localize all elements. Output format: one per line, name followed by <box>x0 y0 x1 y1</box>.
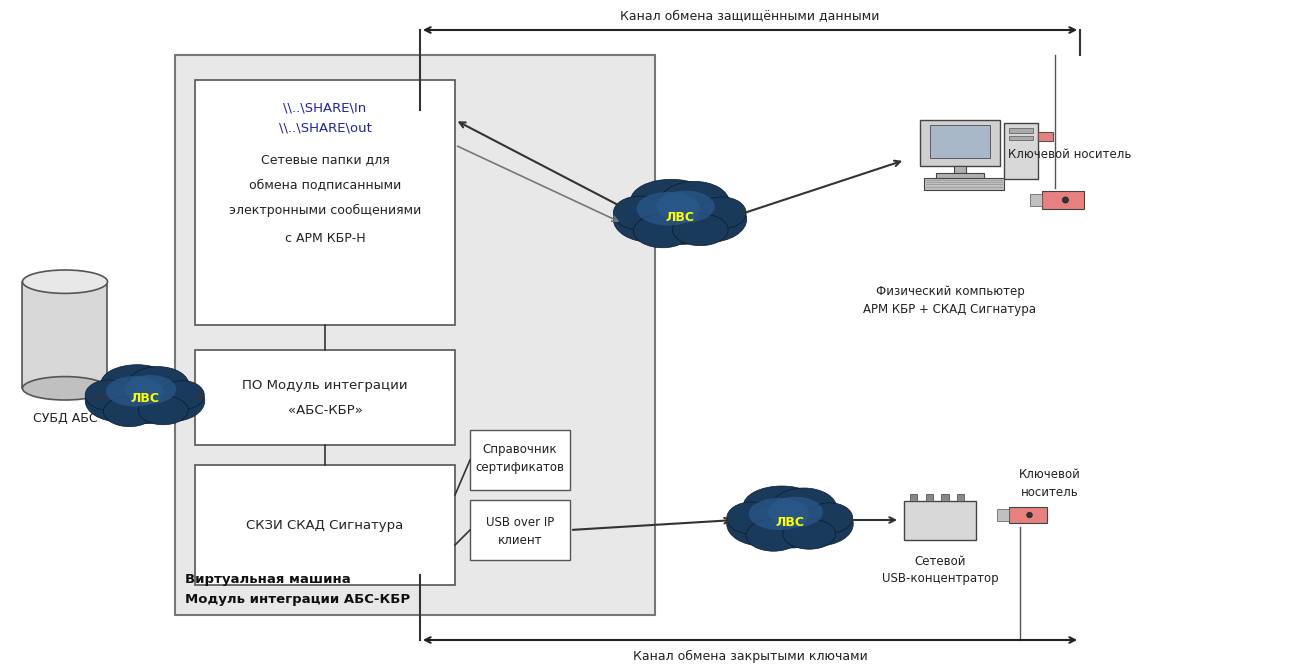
Text: обмена подписанными: обмена подписанными <box>249 179 401 192</box>
Ellipse shape <box>22 270 107 294</box>
Text: Модуль интеграции АБС-КБР: Модуль интеграции АБС-КБР <box>185 593 410 607</box>
Bar <box>955 165 965 173</box>
Bar <box>926 494 932 501</box>
Bar <box>930 124 990 159</box>
Bar <box>1004 123 1037 179</box>
Ellipse shape <box>614 196 666 230</box>
Text: USB over IP: USB over IP <box>486 515 554 528</box>
Bar <box>910 494 917 501</box>
Bar <box>904 501 976 540</box>
Ellipse shape <box>697 197 746 229</box>
Text: Ключевой: Ключевой <box>1019 468 1081 482</box>
Ellipse shape <box>101 365 174 403</box>
Text: ЛВС: ЛВС <box>776 515 804 528</box>
Ellipse shape <box>782 502 853 546</box>
Bar <box>175 55 656 615</box>
Bar <box>1008 507 1046 523</box>
Text: носитель: носитель <box>1021 487 1079 499</box>
Text: ЛВС: ЛВС <box>131 392 159 405</box>
Bar <box>195 465 454 585</box>
Text: СКЗИ СКАД Сигнатура: СКЗИ СКАД Сигнатура <box>247 519 404 532</box>
Bar <box>925 178 1004 190</box>
Ellipse shape <box>1027 512 1032 518</box>
Bar <box>195 350 454 445</box>
Bar <box>998 509 1008 521</box>
Text: Сетевые папки для: Сетевые папки для <box>261 153 389 167</box>
Ellipse shape <box>1062 197 1068 203</box>
Ellipse shape <box>673 214 729 246</box>
Bar <box>1037 132 1053 141</box>
Text: \\..\SHARE\out: \\..\SHARE\out <box>278 122 371 134</box>
Bar <box>942 494 948 501</box>
Bar <box>919 120 1000 165</box>
Bar <box>470 500 569 560</box>
Ellipse shape <box>636 192 700 226</box>
Text: Виртуальная машина: Виртуальная машина <box>185 573 351 587</box>
Ellipse shape <box>748 498 810 530</box>
Ellipse shape <box>127 367 189 405</box>
Ellipse shape <box>124 375 176 404</box>
Ellipse shape <box>137 380 205 422</box>
Ellipse shape <box>85 380 132 411</box>
Ellipse shape <box>746 519 801 551</box>
Ellipse shape <box>628 185 733 245</box>
Ellipse shape <box>743 486 820 526</box>
Ellipse shape <box>807 503 853 533</box>
Ellipse shape <box>771 488 837 528</box>
Ellipse shape <box>614 196 688 243</box>
Ellipse shape <box>633 214 692 248</box>
Text: Физический компьютер: Физический компьютер <box>875 285 1024 298</box>
Ellipse shape <box>726 502 776 534</box>
Text: с АРМ КБР-Н: с АРМ КБР-Н <box>285 231 366 245</box>
Text: клиент: клиент <box>498 534 542 546</box>
Text: ПО Модуль интеграции: ПО Модуль интеграции <box>242 378 407 392</box>
Bar <box>195 80 454 325</box>
Ellipse shape <box>103 396 155 427</box>
Bar <box>1010 136 1033 140</box>
Bar <box>957 494 964 501</box>
Text: Канал обмена защищёнными данными: Канал обмена защищёнными данными <box>620 9 880 22</box>
Bar <box>936 173 983 179</box>
Text: электронными сообщениями: электронными сообщениями <box>229 204 421 216</box>
Text: СУБД АБС: СУБД АБС <box>33 411 98 425</box>
Text: Канал обмена закрытыми ключами: Канал обмена закрытыми ключами <box>632 650 867 663</box>
Bar <box>1010 128 1033 133</box>
Ellipse shape <box>85 380 153 422</box>
Text: \\..\SHARE\In: \\..\SHARE\In <box>283 101 367 114</box>
Ellipse shape <box>657 191 714 222</box>
Ellipse shape <box>782 519 836 549</box>
Text: Справочник: Справочник <box>483 444 558 456</box>
Text: Сетевой: Сетевой <box>914 555 965 568</box>
Bar <box>470 430 569 490</box>
Text: сертификатов: сертификатов <box>475 462 564 474</box>
Ellipse shape <box>106 376 163 407</box>
Ellipse shape <box>671 196 747 243</box>
Bar <box>1042 192 1084 209</box>
Ellipse shape <box>660 181 729 223</box>
Ellipse shape <box>161 380 204 409</box>
Text: Ключевой носитель: Ключевой носитель <box>1008 149 1132 161</box>
Bar <box>22 282 107 388</box>
Text: «АБС-КБР»: «АБС-КБР» <box>287 403 363 417</box>
Ellipse shape <box>631 179 712 221</box>
Ellipse shape <box>138 396 188 425</box>
Ellipse shape <box>726 502 798 546</box>
Text: USB-концентратор: USB-концентратор <box>882 572 998 585</box>
Text: АРМ КБР + СКАД Сигнатура: АРМ КБР + СКАД Сигнатура <box>863 303 1037 316</box>
Ellipse shape <box>768 497 823 528</box>
Ellipse shape <box>741 492 840 548</box>
Text: ЛВС: ЛВС <box>666 210 695 224</box>
Bar <box>1030 194 1042 206</box>
Ellipse shape <box>98 370 192 423</box>
Ellipse shape <box>22 376 107 400</box>
